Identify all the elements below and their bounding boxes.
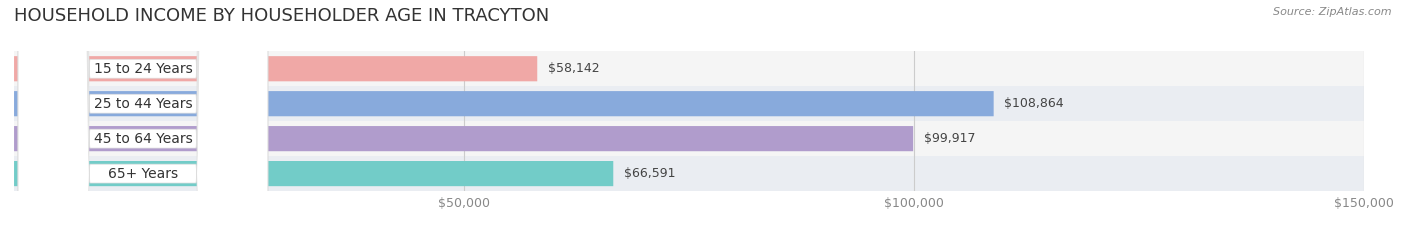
Text: $99,917: $99,917	[924, 132, 976, 145]
FancyBboxPatch shape	[18, 0, 267, 233]
Text: HOUSEHOLD INCOME BY HOUSEHOLDER AGE IN TRACYTON: HOUSEHOLD INCOME BY HOUSEHOLDER AGE IN T…	[14, 7, 550, 25]
FancyBboxPatch shape	[14, 91, 994, 116]
FancyBboxPatch shape	[14, 126, 912, 151]
Bar	[14, 121, 1364, 156]
Bar	[14, 86, 1364, 121]
Text: $58,142: $58,142	[548, 62, 600, 75]
FancyBboxPatch shape	[18, 0, 267, 233]
Bar	[14, 51, 1364, 86]
FancyBboxPatch shape	[18, 0, 267, 233]
Text: $108,864: $108,864	[1004, 97, 1064, 110]
Text: 65+ Years: 65+ Years	[108, 167, 179, 181]
Bar	[14, 156, 1364, 191]
Text: $66,591: $66,591	[624, 167, 675, 180]
Text: Source: ZipAtlas.com: Source: ZipAtlas.com	[1274, 7, 1392, 17]
FancyBboxPatch shape	[18, 0, 267, 233]
Text: 25 to 44 Years: 25 to 44 Years	[94, 97, 193, 111]
Text: 15 to 24 Years: 15 to 24 Years	[94, 62, 193, 76]
FancyBboxPatch shape	[14, 161, 613, 186]
Text: 45 to 64 Years: 45 to 64 Years	[94, 132, 193, 146]
FancyBboxPatch shape	[14, 56, 537, 81]
